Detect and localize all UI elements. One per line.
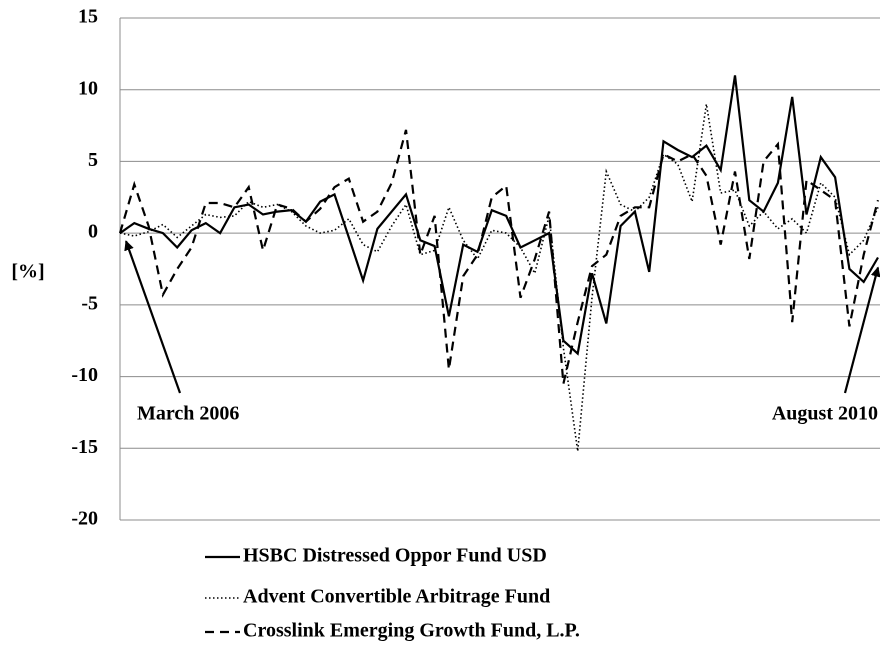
y-axis-label: [%] bbox=[11, 261, 44, 283]
y-tick-label: 5 bbox=[88, 149, 98, 171]
series-line bbox=[119, 103, 879, 452]
annotation: March 2006 bbox=[137, 403, 239, 425]
legend-label: HSBC Distressed Oppor Fund USD bbox=[243, 545, 547, 567]
annotation-arrow bbox=[124, 240, 182, 394]
annotation-arrow bbox=[843, 266, 880, 394]
series-line bbox=[119, 75, 879, 356]
y-tick-label: 15 bbox=[78, 6, 98, 28]
y-tick-label: 0 bbox=[88, 221, 98, 243]
legend-label: Crosslink Emerging Growth Fund, L.P. bbox=[243, 620, 580, 642]
y-tick-label: 10 bbox=[78, 77, 98, 99]
series-line bbox=[118, 129, 880, 384]
legend-label: Advent Convertible Arbitrage Fund bbox=[243, 586, 550, 608]
y-tick-label: -10 bbox=[71, 364, 98, 386]
y-tick-label: -15 bbox=[71, 436, 98, 458]
y-tick-label: -5 bbox=[81, 292, 98, 314]
annotation: August 2010 bbox=[772, 403, 878, 425]
y-tick-label: -20 bbox=[71, 508, 98, 530]
